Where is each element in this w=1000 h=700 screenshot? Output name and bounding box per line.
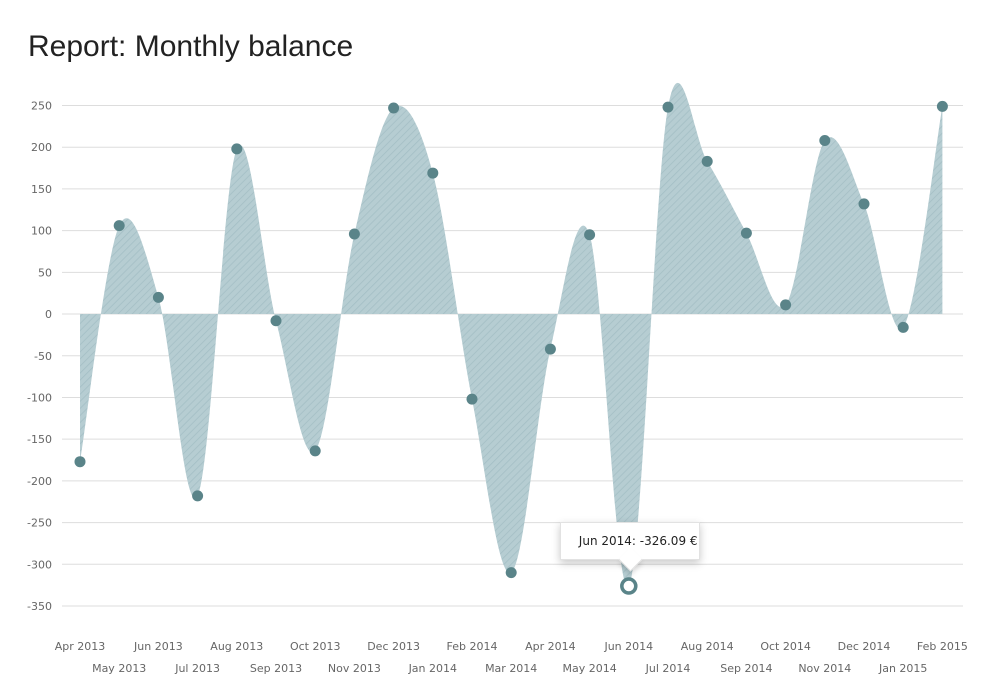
x-tick-label: Apr 2013: [55, 640, 106, 653]
x-tick-label: Aug 2014: [681, 640, 734, 653]
data-point[interactable]: [584, 229, 596, 241]
data-point[interactable]: [701, 155, 713, 167]
y-tick-label: 50: [38, 266, 52, 279]
y-tick-label: 200: [31, 141, 52, 154]
x-tick-label: Apr 2014: [525, 640, 576, 653]
x-tick-label: Feb 2015: [917, 640, 968, 653]
x-tick-label: Sep 2014: [720, 662, 772, 675]
data-point[interactable]: [936, 100, 948, 112]
y-tick-label: 100: [31, 225, 52, 238]
x-tick-label: Feb 2014: [447, 640, 498, 653]
data-point[interactable]: [897, 321, 909, 333]
data-point[interactable]: [740, 227, 752, 239]
x-tick-label: Jul 2014: [645, 662, 691, 675]
data-point-highlighted[interactable]: [620, 577, 638, 595]
data-point[interactable]: [270, 315, 282, 327]
data-point[interactable]: [388, 102, 400, 114]
data-point[interactable]: [231, 143, 243, 155]
area-series: [80, 82, 943, 588]
data-point[interactable]: [113, 220, 125, 232]
x-tick-label: Aug 2013: [210, 640, 263, 653]
x-tick-label: Jan 2015: [878, 662, 927, 675]
data-point[interactable]: [427, 167, 439, 179]
x-tick-label: Jan 2014: [408, 662, 457, 675]
x-axis: Apr 2013 May 2013 Jun 2013 Jul 2013 Aug 2013…: [55, 640, 968, 675]
x-tick-label: May 2014: [562, 662, 616, 675]
x-tick-label: Oct 2014: [760, 640, 811, 653]
y-tick-label: 0: [45, 308, 52, 321]
data-point[interactable]: [819, 135, 831, 147]
x-tick-label: Nov 2013: [328, 662, 381, 675]
tooltip-text: Jun 2014: -326.09 €: [578, 534, 698, 549]
x-tick-label: Mar 2014: [485, 662, 537, 675]
x-tick-label: Nov 2014: [798, 662, 851, 675]
x-tick-label: Oct 2013: [290, 640, 341, 653]
data-point[interactable]: [505, 567, 517, 579]
y-tick-label: -100: [27, 391, 52, 404]
y-tick-label: 150: [31, 183, 52, 196]
y-tick-label: -200: [27, 475, 52, 488]
data-point[interactable]: [192, 490, 204, 502]
data-point[interactable]: [309, 445, 321, 457]
data-point[interactable]: [152, 291, 164, 303]
y-tick-label: 250: [31, 100, 52, 113]
data-point[interactable]: [662, 101, 674, 113]
y-tick-label: -350: [27, 600, 52, 613]
data-markers: [74, 100, 948, 595]
y-tick-label: -300: [27, 558, 52, 571]
data-point[interactable]: [466, 393, 478, 405]
data-tooltip: Jun 2014: -326.09 €: [559, 522, 700, 572]
y-tick-label: -50: [34, 350, 52, 363]
y-axis: 250 200 150 100 50 0 -50 -100 -150 -200 -250 -300 -3…: [27, 100, 52, 614]
x-tick-label: Dec 2013: [367, 640, 420, 653]
page-title: Report: Monthly balance: [28, 30, 354, 63]
data-point[interactable]: [74, 456, 86, 468]
x-tick-label: Sep 2013: [250, 662, 302, 675]
x-tick-label: Jul 2013: [174, 662, 220, 675]
y-tick-label: -150: [27, 433, 52, 446]
data-point[interactable]: [544, 343, 556, 355]
x-tick-label: May 2013: [92, 662, 146, 675]
data-point[interactable]: [780, 299, 792, 311]
x-tick-label: Jun 2014: [603, 640, 653, 653]
y-tick-label: -250: [27, 517, 52, 530]
x-tick-label: Dec 2014: [838, 640, 891, 653]
balance-area: [80, 82, 943, 588]
data-point[interactable]: [348, 228, 360, 240]
x-tick-label: Jun 2013: [133, 640, 183, 653]
data-point[interactable]: [858, 198, 870, 210]
